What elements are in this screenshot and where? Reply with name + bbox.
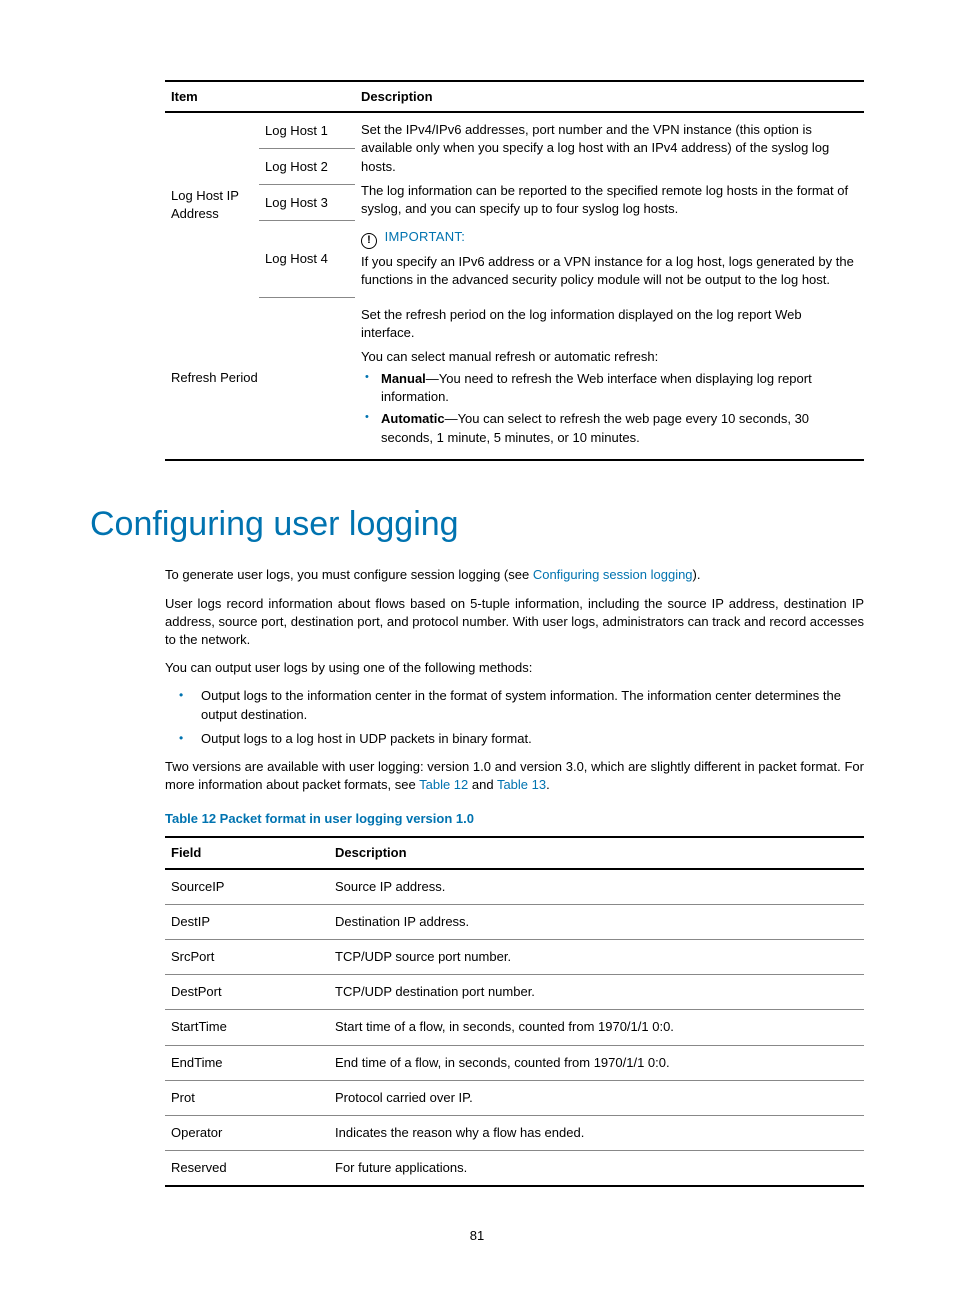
refresh-p2: You can select manual refresh or automat…	[361, 348, 856, 366]
refresh-label: Refresh Period	[165, 298, 355, 460]
para-2: User logs record information about flows…	[165, 595, 864, 650]
loghost-desc: Set the IPv4/IPv6 addresses, port number…	[355, 112, 864, 297]
t12-field: Reserved	[165, 1151, 329, 1187]
methods-list: Output logs to the information center in…	[165, 687, 864, 748]
sub-row: Log Host 4	[259, 221, 355, 298]
link-table12[interactable]: Table 12	[419, 777, 468, 792]
t12-desc: Protocol carried over IP.	[329, 1080, 864, 1115]
t12-col-desc: Description	[329, 837, 864, 868]
link-table13[interactable]: Table 13	[497, 777, 546, 792]
important-text: If you specify an IPv6 address or a VPN …	[361, 253, 856, 289]
page-heading: Configuring user logging	[90, 501, 864, 549]
table12-caption: Table 12 Packet format in user logging v…	[165, 810, 864, 828]
desc-p2: The log information can be reported to t…	[361, 182, 856, 218]
t12-desc: Destination IP address.	[329, 904, 864, 939]
t12-desc: For future applications.	[329, 1151, 864, 1187]
top-config-table: Item Description Log Host IP Address Log…	[165, 80, 864, 461]
para-3: You can output user logs by using one of…	[165, 659, 864, 677]
sub-row: Log Host 3	[259, 185, 355, 221]
t12-field: DestPort	[165, 975, 329, 1010]
refresh-bullet-auto: Automatic—You can select to refresh the …	[361, 410, 856, 446]
refresh-bullets: Manual—You need to refresh the Web inter…	[361, 370, 856, 447]
sub-row: Log Host 1	[259, 112, 355, 148]
desc-p1: Set the IPv4/IPv6 addresses, port number…	[361, 121, 856, 176]
important-label: IMPORTANT:	[385, 229, 466, 244]
method-2: Output logs to a log host in UDP packets…	[165, 730, 864, 748]
method-1: Output logs to the information center in…	[165, 687, 864, 723]
t12-desc: TCP/UDP destination port number.	[329, 975, 864, 1010]
t12-field: StartTime	[165, 1010, 329, 1045]
t12-field: SrcPort	[165, 940, 329, 975]
t12-field: SourceIP	[165, 869, 329, 905]
table-12: Field Description SourceIPSource IP addr…	[165, 836, 864, 1187]
refresh-desc: Set the refresh period on the log inform…	[355, 298, 864, 460]
t12-field: Operator	[165, 1115, 329, 1150]
t12-desc: Indicates the reason why a flow has ende…	[329, 1115, 864, 1150]
para-1: To generate user logs, you must configur…	[165, 566, 864, 584]
t12-desc: End time of a flow, in seconds, counted …	[329, 1045, 864, 1080]
t12-col-field: Field	[165, 837, 329, 868]
sub-row: Log Host 2	[259, 149, 355, 185]
row-group-label: Log Host IP Address	[165, 112, 259, 297]
page-number: 81	[90, 1227, 864, 1245]
refresh-bullet-manual: Manual—You need to refresh the Web inter…	[361, 370, 856, 406]
important-row: ! IMPORTANT:	[361, 228, 856, 249]
t12-desc: TCP/UDP source port number.	[329, 940, 864, 975]
link-session-logging[interactable]: Configuring session logging	[533, 567, 693, 582]
t12-field: EndTime	[165, 1045, 329, 1080]
t12-field: Prot	[165, 1080, 329, 1115]
important-icon: !	[361, 233, 377, 249]
t12-field: DestIP	[165, 904, 329, 939]
t12-desc: Start time of a flow, in seconds, counte…	[329, 1010, 864, 1045]
col-item: Item	[165, 81, 355, 112]
col-desc: Description	[355, 81, 864, 112]
refresh-p1: Set the refresh period on the log inform…	[361, 306, 856, 342]
para-4: Two versions are available with user log…	[165, 758, 864, 794]
t12-desc: Source IP address.	[329, 869, 864, 905]
